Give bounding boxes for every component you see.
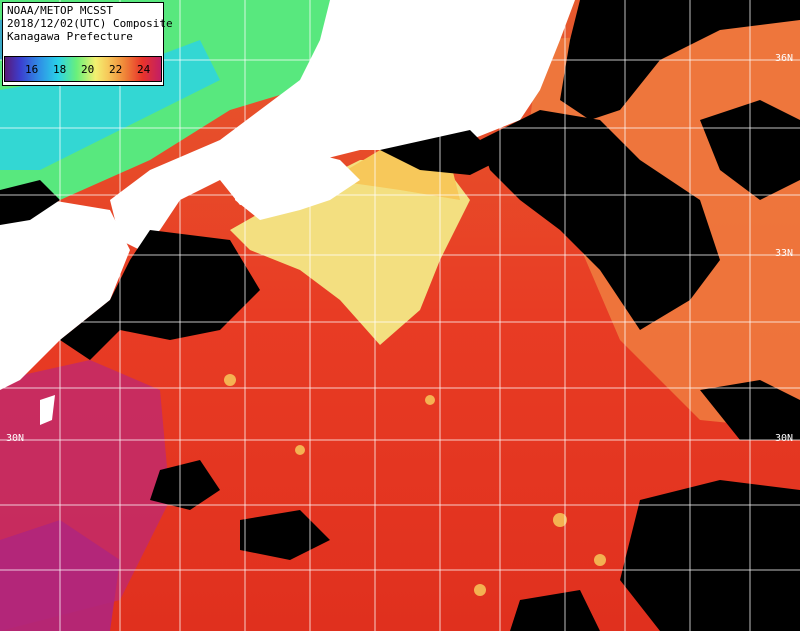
lat-label-30n-left: 30N bbox=[6, 433, 25, 444]
cloud-east-band bbox=[480, 110, 720, 330]
cloud-west-coast bbox=[0, 180, 60, 225]
sst-colorbar: 16 18 20 22 24 bbox=[4, 56, 162, 82]
honshu-landmass bbox=[110, 0, 575, 250]
shikoku-landmass bbox=[235, 150, 360, 220]
cloud-patch-4 bbox=[510, 590, 600, 631]
lat-label-33n: 33N bbox=[775, 248, 794, 259]
cloud-patch-2 bbox=[150, 460, 220, 510]
colorbar-tick-18: 18 bbox=[53, 63, 67, 76]
warm-speckles bbox=[224, 374, 606, 596]
lat-label-36n: 36N bbox=[775, 53, 794, 64]
region-name: Kanagawa Prefecture bbox=[7, 30, 133, 43]
lat-label-30n-right: 30N bbox=[775, 433, 794, 444]
cloud-southeast bbox=[620, 480, 800, 631]
cloud-patch-3 bbox=[240, 510, 330, 560]
date-composite: 2018/12/02(UTC) Composite bbox=[7, 17, 173, 30]
cloud-southwest bbox=[60, 230, 260, 360]
kyushu-landmass bbox=[0, 200, 130, 390]
colorbar-tick-22: 22 bbox=[109, 63, 123, 76]
cool-cyan-band bbox=[0, 40, 220, 170]
cloud-north bbox=[560, 0, 800, 120]
colorbar-tick-24: 24 bbox=[137, 63, 151, 76]
island-south bbox=[40, 395, 55, 425]
product-title: NOAA/METOP MCSST bbox=[7, 4, 113, 17]
colorbar-tick-20: 20 bbox=[81, 63, 95, 76]
colorbar-tick-16: 16 bbox=[25, 63, 39, 76]
